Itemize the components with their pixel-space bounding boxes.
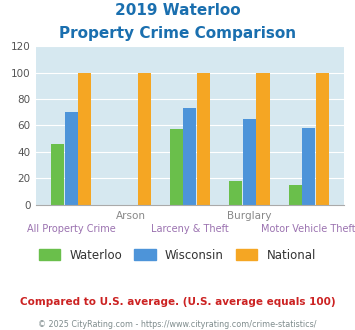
Bar: [316, 73, 329, 205]
Bar: [302, 128, 315, 205]
Text: All Property Crime: All Property Crime: [27, 224, 115, 234]
Text: Arson: Arson: [115, 211, 146, 221]
Text: Motor Vehicle Theft: Motor Vehicle Theft: [261, 224, 355, 234]
Bar: [289, 185, 302, 205]
Bar: [65, 112, 78, 205]
Bar: [170, 129, 183, 205]
Text: 2019 Waterloo: 2019 Waterloo: [115, 3, 240, 18]
Text: Larceny & Theft: Larceny & Theft: [151, 224, 229, 234]
Bar: [197, 73, 210, 205]
Legend: Waterloo, Wisconsin, National: Waterloo, Wisconsin, National: [34, 244, 321, 266]
Text: © 2025 CityRating.com - https://www.cityrating.com/crime-statistics/: © 2025 CityRating.com - https://www.city…: [38, 320, 317, 329]
Bar: [229, 181, 242, 205]
Bar: [243, 119, 256, 205]
Bar: [51, 144, 64, 205]
Text: Compared to U.S. average. (U.S. average equals 100): Compared to U.S. average. (U.S. average …: [20, 297, 335, 307]
Bar: [78, 73, 91, 205]
Bar: [256, 73, 269, 205]
Bar: [184, 108, 196, 205]
Bar: [138, 73, 151, 205]
Text: Burglary: Burglary: [227, 211, 272, 221]
Text: Property Crime Comparison: Property Crime Comparison: [59, 26, 296, 41]
